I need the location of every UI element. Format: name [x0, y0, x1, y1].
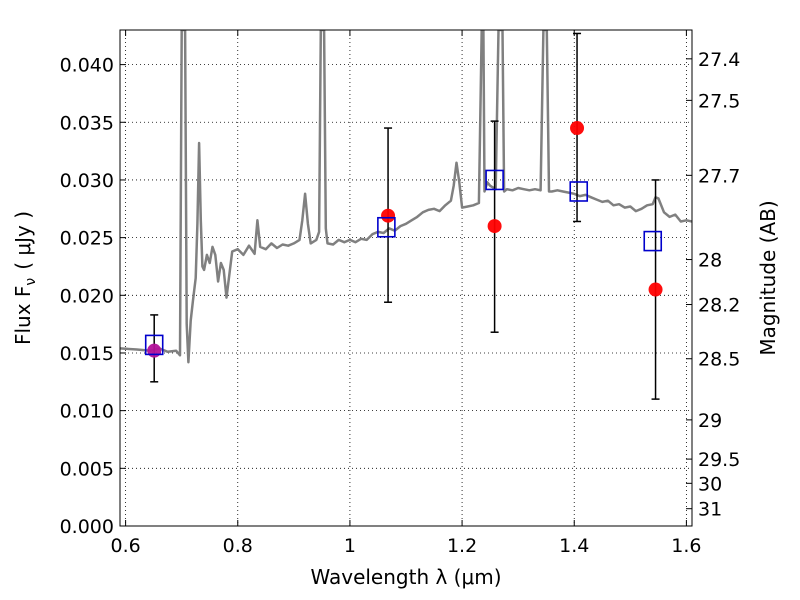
- x-tick-label: 0.6: [110, 535, 140, 557]
- y2-tick-label: 29.5: [698, 449, 740, 471]
- y2-tick-label: 31: [698, 499, 722, 521]
- y-tick-label: 0.010: [60, 401, 114, 423]
- y-tick-label: 0.015: [60, 343, 114, 365]
- grid-lines: [120, 30, 692, 526]
- x-tick-label: 1.2: [447, 535, 477, 557]
- y-axis-label-main: Flux F: [11, 286, 35, 345]
- y-axis-label: Flux Fν ( μJy ): [11, 211, 39, 345]
- model-band-flux-point: [569, 181, 589, 202]
- y-axis-label-subscript: ν: [23, 278, 39, 286]
- y2-tick-label: 27.5: [698, 90, 740, 112]
- model-band-flux-point: [377, 216, 396, 238]
- y2-tick-label: 28.5: [698, 349, 740, 371]
- model-band-flux-point: [485, 169, 504, 191]
- observed-flux-point: [570, 121, 585, 136]
- y-tick-label: 0.030: [60, 170, 114, 192]
- error-bars: [144, 32, 663, 400]
- observed-flux-point: [487, 219, 502, 234]
- y2-tick-label: 27.7: [698, 165, 740, 187]
- y2-tick-label: 29: [698, 410, 722, 432]
- axis-ticks: 0.6 0.8 1 1.2 1.4 1.6 0.000 0.005 0.010 0.015 0.02…: [60, 30, 740, 557]
- y-tick-label: 0.035: [60, 112, 114, 134]
- y2-tick-label: 30: [698, 473, 722, 495]
- y2-tick-label: 28.2: [698, 295, 740, 317]
- y-tick-label: 0.005: [60, 458, 114, 480]
- plot-frame: [119, 29, 693, 527]
- x-tick-label: 1.6: [671, 535, 701, 557]
- y2-axis-label: Magnitude (AB): [756, 200, 780, 355]
- model-band-flux-point: [643, 230, 663, 252]
- y-tick-label: 0.040: [60, 55, 114, 77]
- x-tick-label: 0.8: [223, 535, 253, 557]
- model-band-flux-point: [144, 334, 164, 356]
- observed-flux-point: [648, 282, 663, 297]
- x-tick-label: 1: [344, 535, 356, 557]
- x-axis-label: Wavelength λ (μm): [310, 565, 501, 589]
- y-tick-label: 0.000: [60, 516, 114, 538]
- y-tick-label: 0.025: [60, 228, 114, 250]
- x-tick-label: 1.4: [559, 535, 589, 557]
- y-axis-label-unit: ( μJy ): [11, 211, 35, 270]
- y-tick-label: 0.020: [60, 285, 114, 307]
- observed-flux-point: [381, 208, 396, 223]
- plot-background: [120, 30, 692, 526]
- observed-flux-point: [147, 343, 162, 358]
- y2-tick-label: 28: [698, 250, 722, 272]
- y2-tick-label: 27.4: [698, 49, 740, 71]
